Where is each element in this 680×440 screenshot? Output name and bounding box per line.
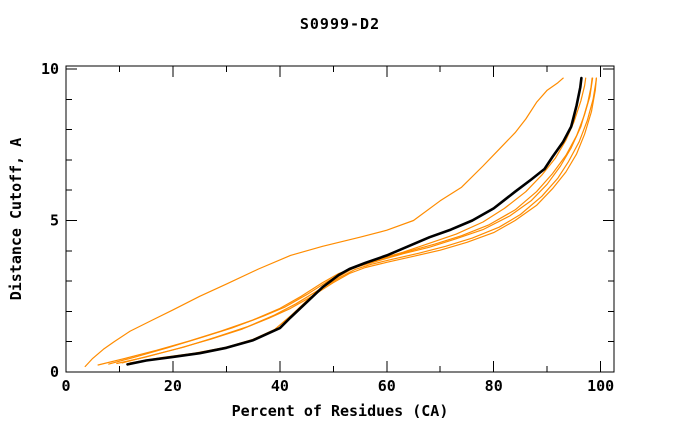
x-axis-label: Percent of Residues (CA) (231, 402, 449, 420)
series-orange-5 (121, 77, 598, 364)
x-tick-label: 40 (271, 377, 289, 395)
x-tick-label: 60 (378, 377, 396, 395)
tick-labels: 0 20 40 60 80 100 0 5 10 (41, 60, 614, 395)
chart-title: S0999-D2 (299, 15, 381, 33)
y-tick-label: 10 (41, 60, 59, 78)
series-orange-3 (129, 77, 587, 364)
axis-ticks (65, 66, 614, 373)
y-tick-label: 0 (50, 363, 59, 381)
series-orange-1 (108, 77, 594, 365)
series-orange-outlier (84, 77, 564, 368)
y-tick-label: 5 (50, 212, 59, 230)
x-tick-label: 100 (587, 377, 614, 395)
x-tick-label: 80 (485, 377, 503, 395)
x-tick-label: 0 (61, 377, 70, 395)
series-black-model (126, 76, 583, 366)
chart-frame (65, 65, 615, 373)
x-tick-label: 20 (164, 377, 182, 395)
series-curves (84, 76, 598, 368)
series-orange-2 (97, 77, 593, 366)
